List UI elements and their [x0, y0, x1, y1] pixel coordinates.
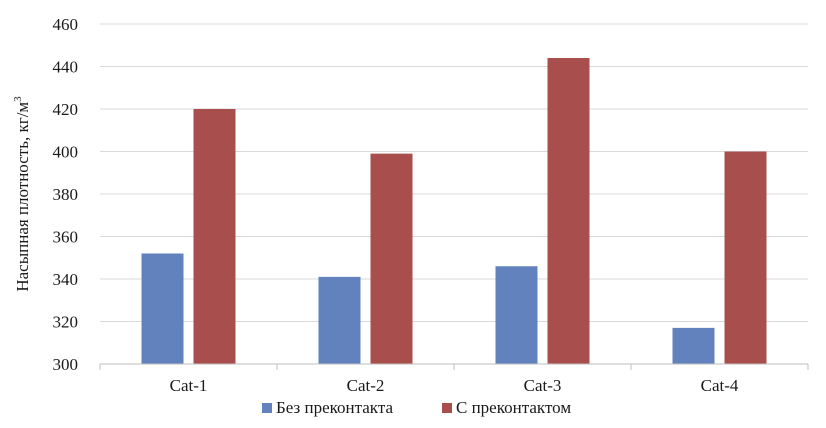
legend-swatch	[442, 403, 452, 413]
bar	[370, 153, 413, 364]
x-category-label: Cat-3	[524, 376, 562, 395]
x-category-label: Cat-2	[347, 376, 385, 395]
x-category-labels: Cat-1 Cat-2 Cat-3 Cat-4	[170, 376, 739, 395]
x-category-label: Cat-1	[170, 376, 208, 395]
y-tick-labels: 300 320 340 360 380 400 420 440 460	[53, 15, 79, 374]
legend-label: С преконтактом	[456, 398, 571, 417]
y-tick-label: 420	[53, 100, 79, 119]
bar	[318, 276, 361, 364]
bar	[193, 109, 236, 364]
bars	[141, 58, 767, 364]
axes	[99, 363, 809, 370]
y-tick-label: 380	[53, 185, 79, 204]
x-category-label: Cat-4	[701, 376, 739, 395]
legend-label: Без преконтакта	[276, 398, 393, 417]
y-tick-label: 440	[53, 58, 79, 77]
y-axis-title-superscript: 3	[12, 96, 24, 102]
y-tick-label: 320	[53, 313, 79, 332]
bar	[547, 58, 590, 364]
y-axis-title: Насыпная плотность, кг/м3	[12, 96, 32, 292]
legend: Без преконтакта С преконтактом	[262, 398, 571, 417]
y-tick-label: 460	[53, 15, 79, 34]
y-tick-label: 300	[53, 355, 79, 374]
y-tick-label: 360	[53, 228, 79, 247]
bar	[672, 327, 715, 364]
legend-swatch	[262, 403, 272, 413]
bar	[141, 253, 184, 364]
bar	[724, 151, 767, 364]
bar	[495, 266, 538, 364]
y-tick-label: 400	[53, 143, 79, 162]
y-axis-title-text: Насыпная плотность, кг/м	[13, 102, 32, 292]
y-tick-label: 340	[53, 270, 79, 289]
